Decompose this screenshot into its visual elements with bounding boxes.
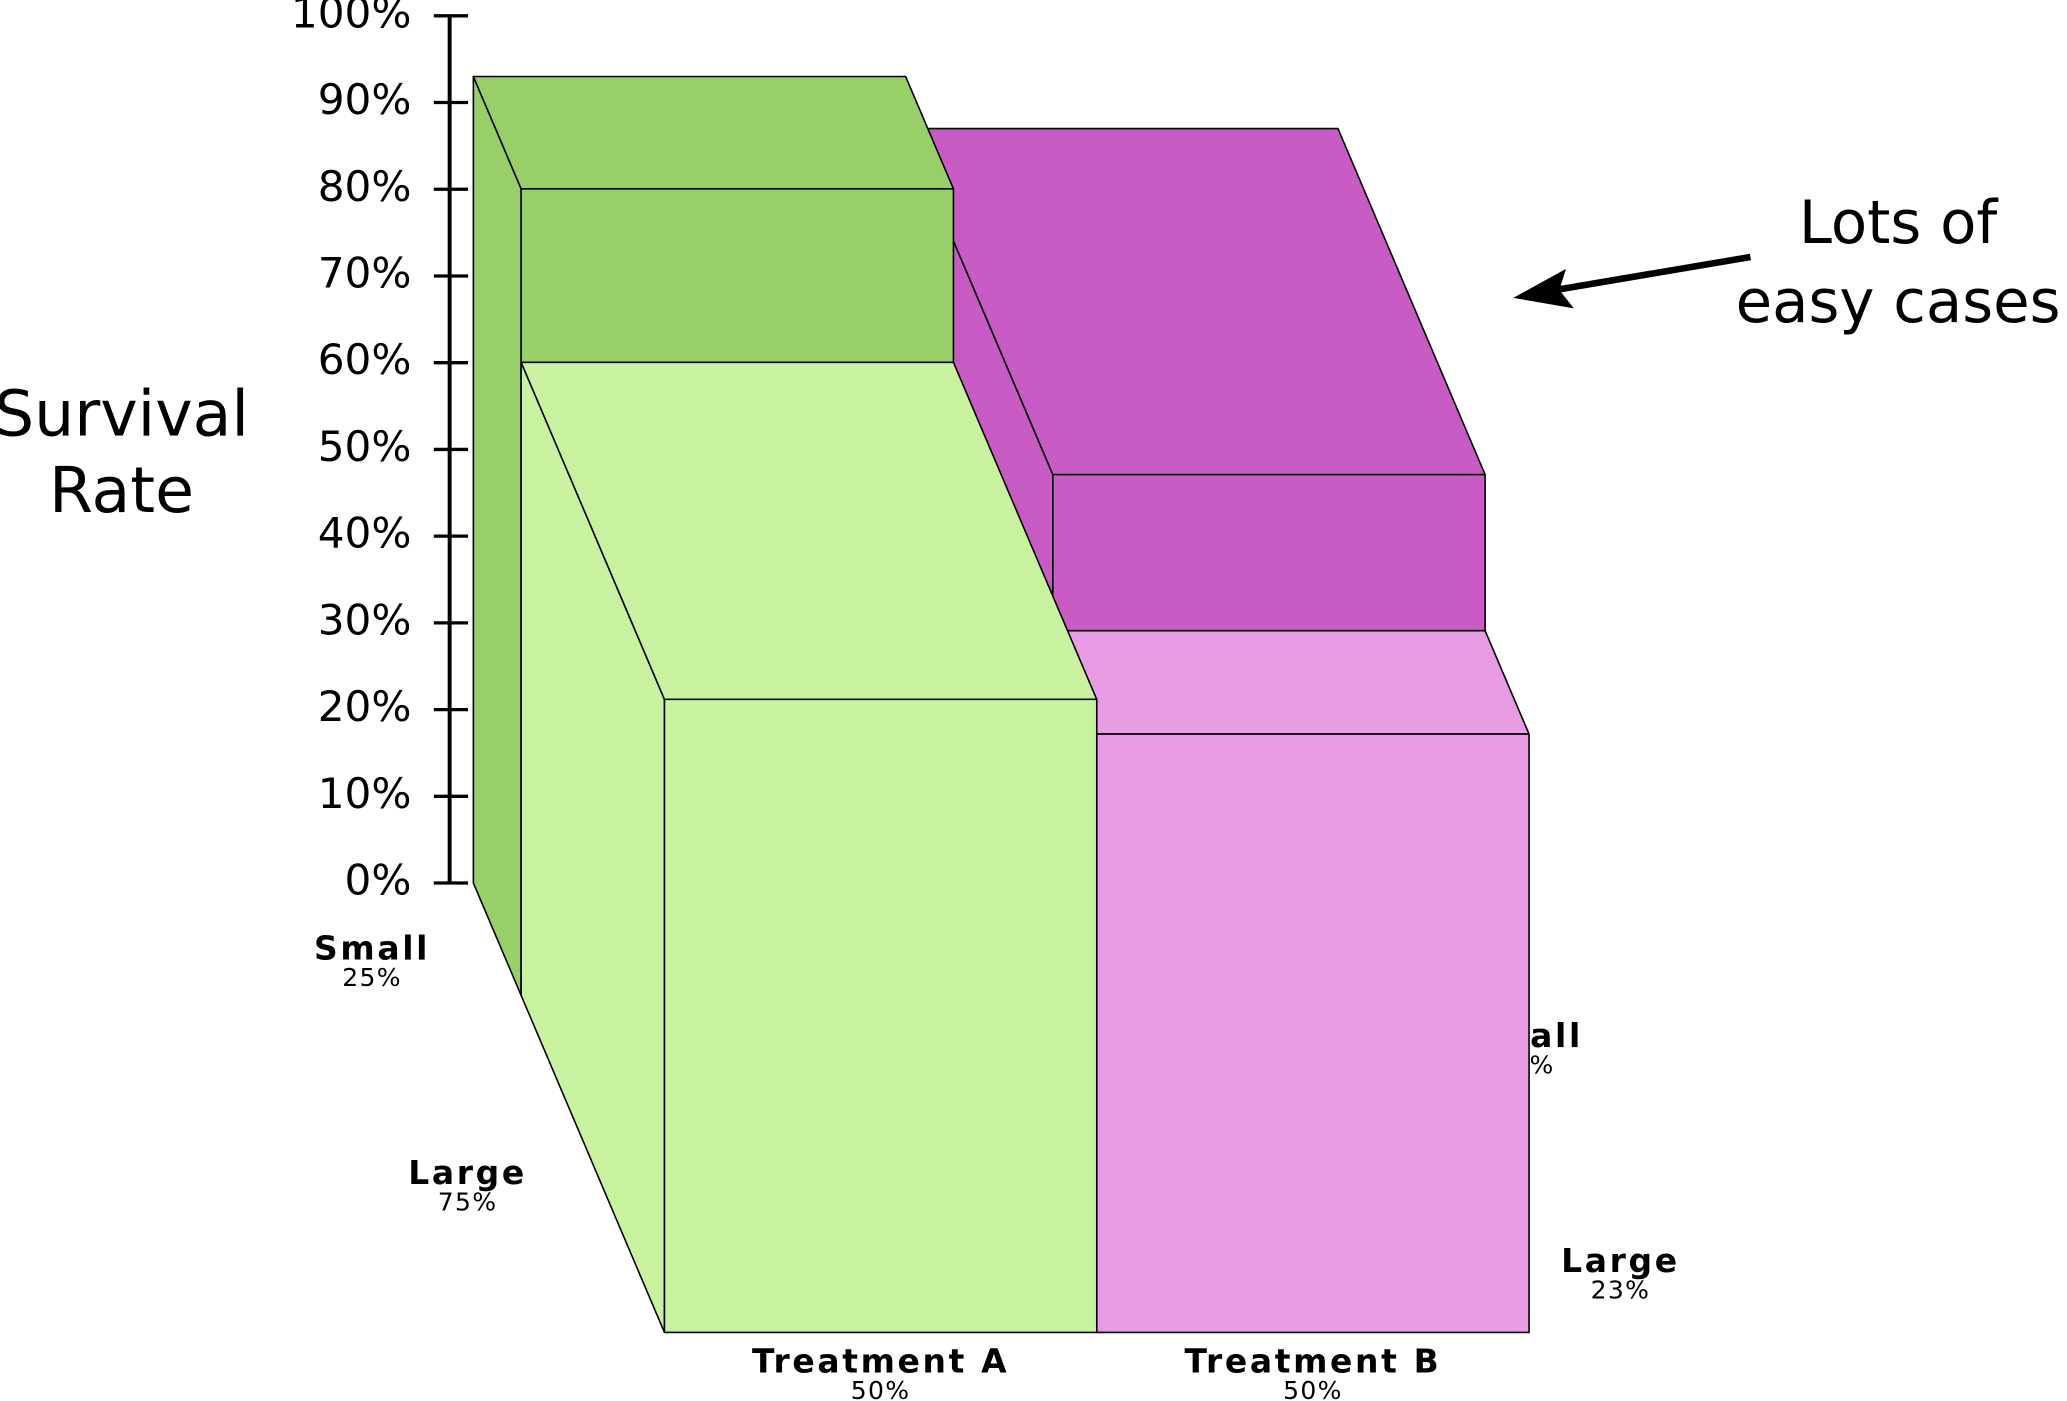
- annotation-arrow: [1554, 253, 1752, 294]
- segment-share-label: 23%: [1591, 1275, 1651, 1304]
- y-tick-label: 30%: [318, 595, 412, 644]
- annotation: Lots of: [1799, 188, 1999, 257]
- y-tick-label: 90%: [318, 75, 412, 124]
- box-top: [472, 75, 955, 190]
- x-category-label: Treatment A: [752, 1341, 1009, 1380]
- x-category-share-label: 50%: [851, 1376, 911, 1401]
- segment-label: Small: [314, 928, 430, 967]
- x-category-share-label: 50%: [1283, 1376, 1343, 1401]
- x-category-label: Treatment B: [1184, 1341, 1441, 1380]
- box-top: [1052, 629, 1530, 735]
- segment-share-label: 25%: [342, 963, 402, 992]
- y-axis-label: Survival: [0, 376, 249, 450]
- annotation: easy cases: [1736, 267, 2061, 336]
- y-tick-label: 50%: [318, 422, 412, 471]
- y-axis-label: Rate: [49, 453, 194, 527]
- mosaic-box: [520, 361, 1098, 1334]
- y-tick-label: 80%: [318, 162, 412, 211]
- segment-share-label: 75%: [438, 1187, 498, 1216]
- mosaic-box: [1052, 629, 1530, 1334]
- annotation-arrowhead: [1513, 268, 1574, 309]
- y-tick-label: 0%: [345, 856, 412, 905]
- segment-label: Large: [1561, 1241, 1680, 1280]
- box-side: [472, 75, 522, 997]
- y-tick-label: 20%: [318, 682, 412, 731]
- y-tick-label: 40%: [318, 509, 412, 558]
- y-tick-label: 70%: [318, 248, 412, 297]
- box-front: [1095, 733, 1530, 1334]
- segment-label: Large: [408, 1153, 527, 1192]
- y-tick-label: 100%: [291, 0, 412, 37]
- y-tick-label: 60%: [318, 335, 412, 384]
- box-front: [663, 698, 1098, 1334]
- y-tick-label: 10%: [318, 769, 412, 818]
